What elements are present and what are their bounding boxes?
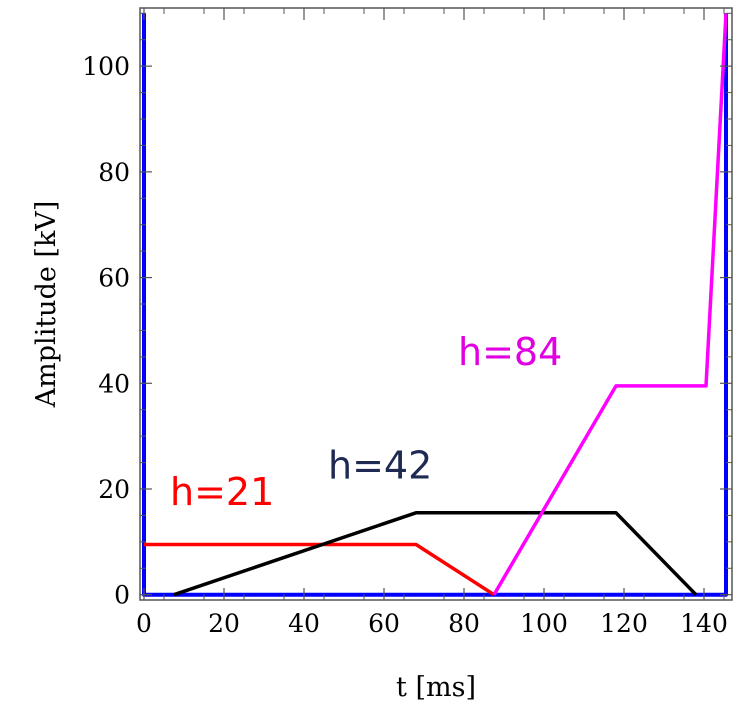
annotation-label-2: h=84 [458, 330, 562, 374]
annotations: h=21 h=42 h=84 [170, 330, 562, 514]
x-tick-label: 40 [288, 609, 320, 638]
x-tick-label: 120 [600, 609, 648, 638]
axis-ticks: 0 20 40 60 80 100 120 140 0 20 40 60 80 100 [82, 8, 732, 638]
y-tick-label: 60 [98, 264, 130, 293]
x-axis-label: t [ms] [396, 672, 476, 703]
x-tick-label: 0 [136, 609, 152, 638]
y-axis-label: Amplitude [kV] [31, 201, 62, 409]
x-tick-label: 60 [368, 609, 400, 638]
x-tick-label: 140 [680, 609, 728, 638]
x-tick-label: 100 [520, 609, 568, 638]
y-tick-label: 0 [114, 581, 130, 610]
annotation-label-0: h=21 [170, 470, 274, 514]
x-tick-label: 20 [208, 609, 240, 638]
x-tick-label: 80 [448, 609, 480, 638]
annotation-label-1: h=42 [328, 443, 432, 487]
series-line-3 [492, 13, 728, 596]
y-tick-label: 100 [82, 52, 130, 81]
y-tick-label: 80 [98, 158, 130, 187]
y-tick-label: 40 [98, 369, 130, 398]
y-tick-label: 20 [98, 475, 130, 504]
series-line-2 [173, 511, 698, 597]
series-line-1 [144, 542, 495, 597]
